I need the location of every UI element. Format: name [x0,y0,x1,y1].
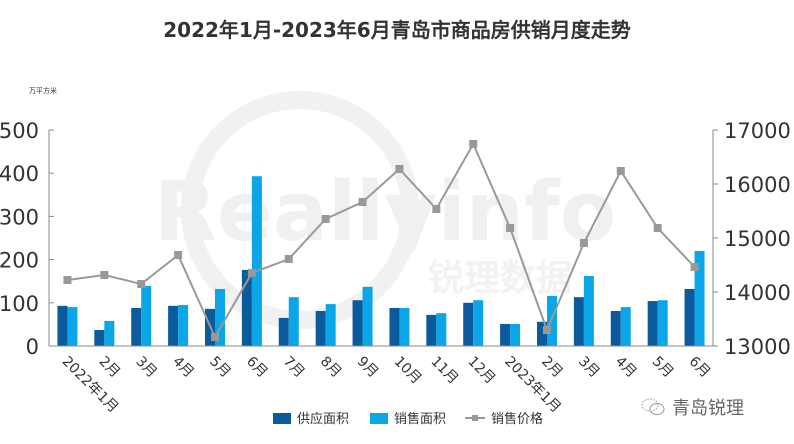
watermark-circle [181,91,419,329]
price-marker [469,139,478,148]
sales-bar [67,307,78,346]
sales-bar [473,300,484,346]
supply-bar [352,300,363,346]
x-axis-tick-label: 5月 [206,354,234,382]
supply-bar [647,301,658,346]
supply-bar [241,269,252,346]
legend-price-label: 销售价格 [491,411,543,427]
price-marker [211,332,219,341]
price-marker [321,214,330,223]
supply-bar [500,323,511,346]
price-marker [432,205,441,214]
sales-bar [141,285,152,346]
supply-bar [537,321,547,346]
legend-sales-label: 销售面积 [394,411,446,427]
sales-bar [620,307,631,346]
x-axis-tick-label: 6月 [243,354,271,382]
sales-bar [215,288,225,346]
x-axis-tick-label: 12月 [464,354,498,388]
x-axis-tick-label: 4月 [612,354,640,382]
price-marker [63,276,72,285]
x-axis-tick-label: 3月 [575,354,603,382]
x-axis-tick-label: 6月 [686,354,714,382]
price-marker [137,280,146,289]
wechat-icon [641,398,665,415]
left-axis-tick-label: 400 [0,162,39,186]
left-axis-tick-label: 200 [0,249,39,273]
sales-bar [583,276,594,346]
price-marker [395,164,404,173]
x-axis-tick-label: 10月 [391,354,425,388]
price-marker [247,268,256,277]
supply-bar [57,305,68,346]
x-axis-tick-label: 11月 [428,354,462,388]
price-marker [616,166,625,175]
sales-bar [178,304,189,346]
price-marker [506,224,515,233]
price-marker [358,197,367,206]
x-axis-tick-label: 3月 [132,354,160,382]
supply-bar [463,302,474,346]
right-axis-tick-label: 13000 [724,335,791,359]
source-watermark: 青岛锐理 [640,394,744,420]
supply-bar [168,305,179,346]
x-axis-tick-label: 7月 [280,354,308,382]
supply-bar [684,288,695,346]
watermark-brand-text: Reallyinfo [154,165,616,260]
source-text: 青岛锐理 [672,398,744,419]
left-axis-tick-label: 300 [0,205,39,229]
sales-bar [510,323,521,346]
supply-bar [315,311,326,346]
supply-bar [131,307,142,346]
sales-bar [399,307,410,346]
sales-bar [694,250,705,346]
price-line [67,141,696,340]
price-marker [174,251,183,260]
legend-sales-swatch [370,413,388,424]
x-axis-tick-label: 4月 [169,354,197,382]
sales-bar [436,313,447,346]
sales-bar [251,176,262,346]
right-axis-tick-label: 16000 [724,173,791,197]
supply-bar [94,330,105,346]
supply-bar [610,311,621,346]
sales-bar [104,320,115,346]
sales-bar [288,297,299,346]
supply-bar [426,314,437,346]
y-axis-unit-label: 万平方米 [29,87,57,95]
sales-bar [547,295,557,346]
x-axis-tick-label: 2月 [96,354,124,382]
price-marker [690,262,699,271]
x-axis-tick-label: 5月 [649,354,677,382]
price-marker [284,255,293,264]
x-axis-tick-label: 9月 [354,354,382,382]
x-axis-tick-label: 8月 [317,354,345,382]
watermark-brand-cn: 锐理数据 [428,258,572,299]
left-axis-tick-label: 100 [0,292,39,316]
x-axis-tick-label: 2月 [538,354,566,382]
legend-price-marker [472,415,478,421]
left-axis-tick-label: 500 [0,119,39,143]
supply-bar [278,317,289,346]
price-marker [579,239,588,248]
right-axis-tick-label: 14000 [724,281,791,305]
price-marker [653,224,662,233]
chart-title: 2022年1月-2023年6月青岛市商品房供销月度走势 [163,18,631,42]
legend-supply-label: 供应面积 [297,411,349,427]
supply-bar [573,297,584,346]
price-marker [100,270,109,279]
right-axis-tick-label: 17000 [724,119,791,143]
sales-bar [657,300,668,346]
right-axis-tick-label: 15000 [724,227,791,251]
sales-bar [362,286,373,346]
legend-supply-swatch [273,413,291,424]
sales-bar [325,304,336,346]
supply-bar [389,307,400,346]
price-marker [543,326,551,335]
left-axis-tick-label: 0 [26,335,39,359]
